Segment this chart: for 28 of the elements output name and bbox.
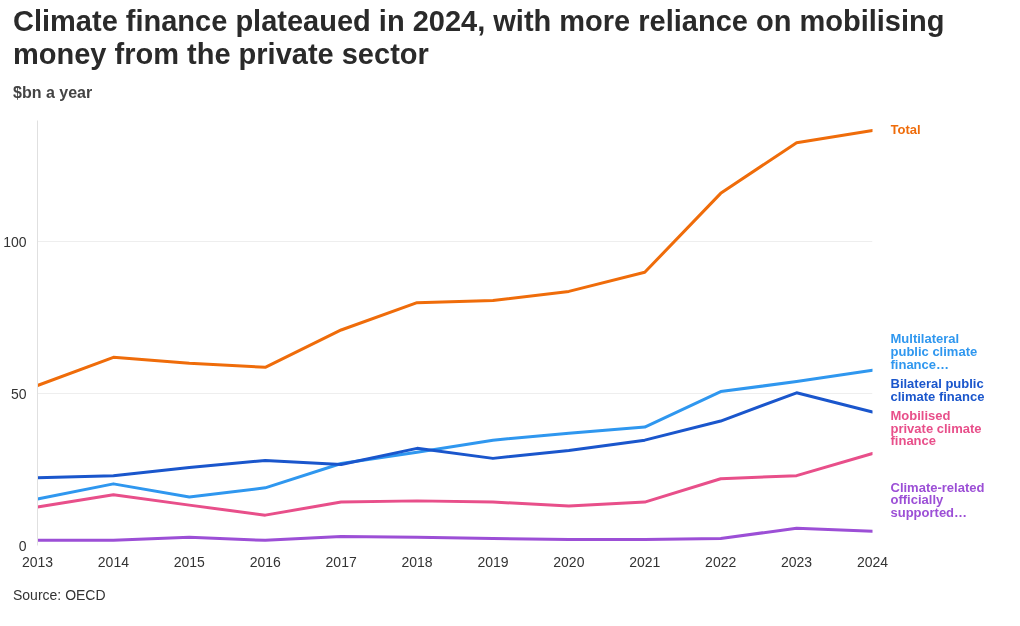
line-series [37, 368, 873, 501]
line-series [37, 128, 873, 387]
x-tick-label: 2019 [477, 553, 509, 570]
series-label: Bilateral public climate finance [890, 375, 985, 404]
series-label: Total [890, 122, 921, 138]
y-tick-label: 50 [10, 385, 27, 402]
x-tick-label: 2015 [173, 553, 206, 570]
x-tick-label: 2017 [325, 553, 357, 570]
x-tick-label: 2020 [553, 553, 585, 570]
y-axis-title: $bn a year [12, 83, 93, 103]
line-series [37, 526, 873, 542]
series-label: Climate-related officially supported… [890, 479, 985, 521]
x-tick-label: 2023 [781, 553, 813, 570]
source-note: Source: OECD [12, 586, 106, 603]
series-label: Mobilised private climate finance [890, 407, 982, 449]
line-series [37, 451, 873, 517]
x-tick-label: 2022 [705, 553, 737, 570]
line-series [37, 391, 873, 480]
x-tick-label: 2024 [856, 553, 889, 570]
x-tick-label: 2014 [97, 553, 130, 570]
y-tick-label: 0 [18, 537, 27, 554]
series-label: Multilateral public climate finance… [890, 330, 978, 372]
x-tick-label: 2013 [21, 553, 54, 570]
x-tick-label: 2018 [401, 553, 433, 570]
x-tick-label: 2021 [629, 553, 661, 570]
y-tick-label: 100 [3, 233, 27, 250]
x-tick-label: 2016 [249, 553, 282, 570]
chart-title: Climate finance plateaued in 2024, with more reliance on mobilising money from the private sector [12, 5, 946, 72]
